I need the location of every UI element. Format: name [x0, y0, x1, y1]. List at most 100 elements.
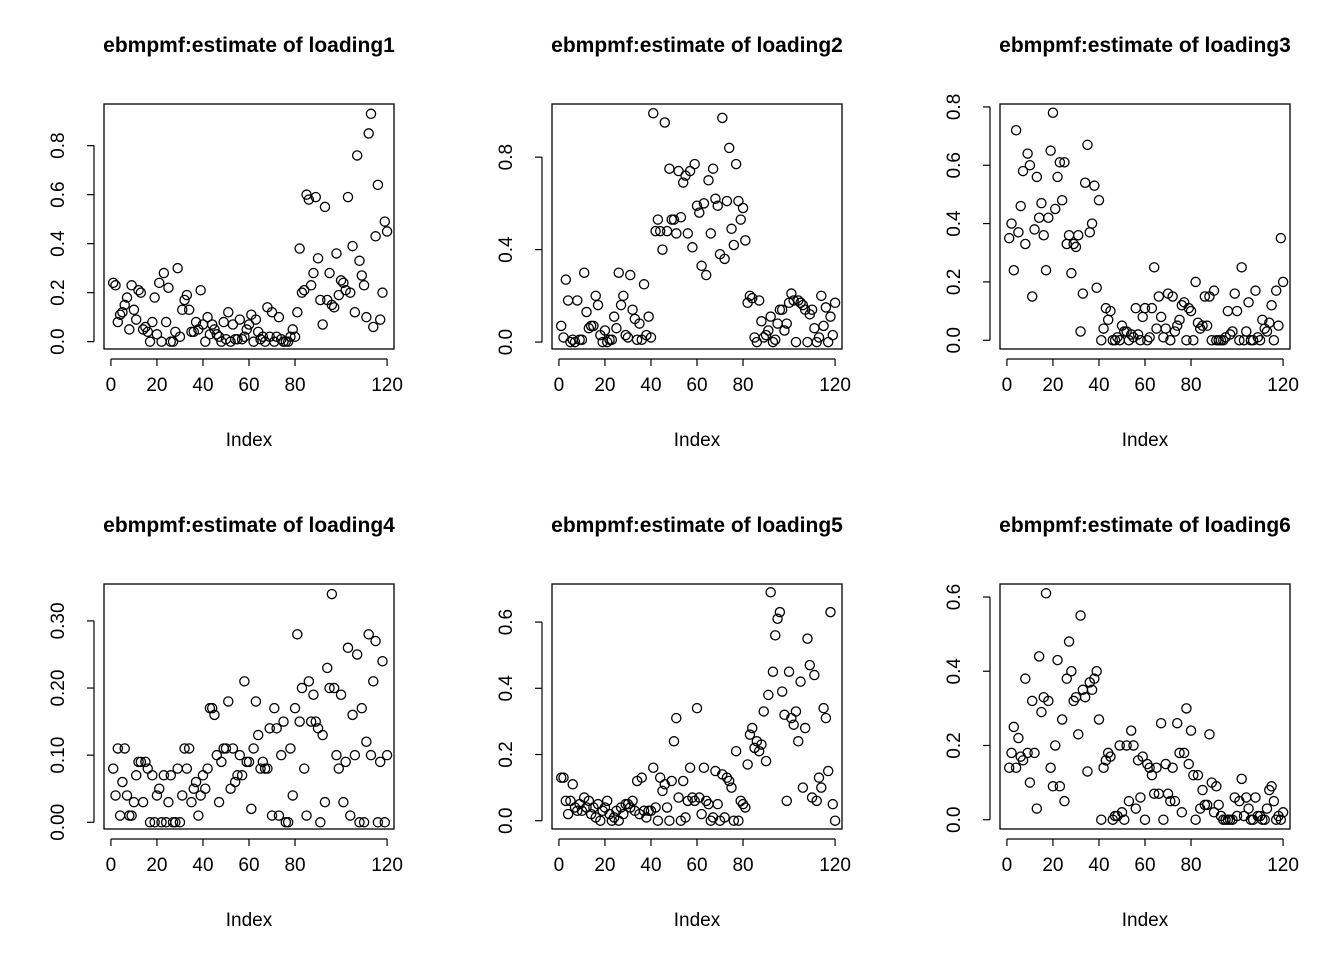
data-point	[710, 193, 721, 205]
data-point	[298, 284, 310, 296]
data-point	[282, 817, 294, 828]
data-point	[257, 331, 269, 342]
data-point	[1015, 200, 1026, 212]
plot-panel-1: ebmpmf:estimate of loading1 0 20 40 60 80 120 0…	[48, 34, 403, 451]
data-point	[689, 158, 700, 170]
data-point	[160, 316, 172, 328]
data-point	[740, 235, 751, 246]
data-point	[1266, 299, 1277, 311]
data-point	[269, 702, 280, 714]
data-point	[1013, 732, 1024, 744]
x-tick-label: 120	[371, 375, 403, 396]
data-point	[1204, 729, 1215, 740]
data-point	[1174, 314, 1185, 326]
data-point	[1008, 721, 1020, 733]
data-point	[613, 267, 624, 278]
y-tick-label: 0.2	[944, 269, 965, 295]
data-point	[742, 759, 753, 770]
data-point	[310, 716, 321, 727]
data-point	[250, 314, 262, 325]
data-point	[793, 736, 804, 747]
data-point	[305, 280, 317, 291]
data-point	[1229, 288, 1241, 299]
data-point	[1234, 334, 1245, 346]
x-tick-label: 120	[819, 855, 851, 876]
data-point	[1119, 814, 1130, 825]
data-point	[319, 201, 331, 213]
data-point	[1109, 334, 1121, 346]
data-point	[1259, 814, 1270, 825]
data-point	[740, 802, 751, 813]
data-point	[691, 200, 703, 211]
data-point	[144, 336, 156, 347]
data-point	[1227, 326, 1238, 337]
chart-title: ebmpmf:estimate of loading3	[999, 34, 1291, 57]
data-point	[717, 112, 728, 124]
data-point	[1270, 285, 1282, 296]
x-axis-label: Index	[674, 910, 721, 931]
data-point	[372, 179, 384, 191]
data-point	[1029, 224, 1040, 235]
data-point	[1079, 691, 1091, 703]
y-tick-label: 0.6	[944, 152, 965, 178]
data-point	[650, 225, 661, 237]
data-point	[354, 817, 365, 828]
data-point	[1142, 334, 1153, 346]
data-point	[361, 311, 372, 323]
data-point	[135, 287, 147, 298]
data-point	[1252, 332, 1264, 343]
data-point	[643, 311, 654, 322]
x-tick-label: 20	[1042, 375, 1063, 396]
data-point	[1059, 157, 1070, 168]
data-point	[296, 287, 308, 298]
data-point	[1176, 807, 1188, 818]
data-point	[324, 267, 335, 279]
data-point	[1114, 740, 1125, 751]
data-point	[1043, 212, 1054, 223]
data-point	[772, 613, 783, 625]
data-point	[588, 320, 599, 332]
data-point	[756, 316, 767, 327]
data-point	[1040, 264, 1052, 276]
data-point	[555, 320, 567, 332]
x-tick-label: 80	[1180, 855, 1201, 876]
data-point	[275, 749, 287, 761]
data-point	[790, 706, 802, 717]
data-point	[119, 743, 130, 754]
data-point	[177, 304, 188, 316]
data-point	[328, 682, 340, 694]
y-tick-label: 0.2	[48, 279, 69, 305]
data-point	[652, 815, 664, 826]
data-point	[1268, 334, 1280, 346]
data-point	[737, 202, 749, 214]
data-point	[374, 756, 386, 768]
data-point	[728, 815, 740, 826]
data-point	[1188, 334, 1199, 346]
data-point	[723, 142, 735, 154]
data-point	[763, 689, 774, 701]
data-point	[114, 309, 126, 320]
data-point	[802, 633, 813, 644]
data-point	[365, 108, 377, 120]
data-point	[172, 262, 183, 274]
data-point	[1169, 326, 1181, 337]
data-point	[289, 702, 301, 714]
data-point	[345, 287, 356, 298]
data-point	[255, 763, 266, 774]
data-point	[1137, 751, 1148, 762]
data-point	[1167, 291, 1178, 302]
data-point	[147, 770, 158, 781]
data-point	[315, 294, 326, 306]
data-point	[827, 798, 839, 810]
data-point	[1059, 795, 1070, 807]
data-point	[200, 783, 211, 794]
data-point	[650, 802, 661, 813]
data-point	[1139, 814, 1151, 825]
data-point	[1096, 814, 1107, 825]
data-point	[636, 772, 648, 783]
chart-title: ebmpmf:estimate of loading1	[103, 34, 395, 57]
data-point	[1250, 792, 1261, 803]
data-point	[813, 332, 825, 343]
data-point	[227, 319, 239, 330]
data-point	[243, 319, 255, 330]
